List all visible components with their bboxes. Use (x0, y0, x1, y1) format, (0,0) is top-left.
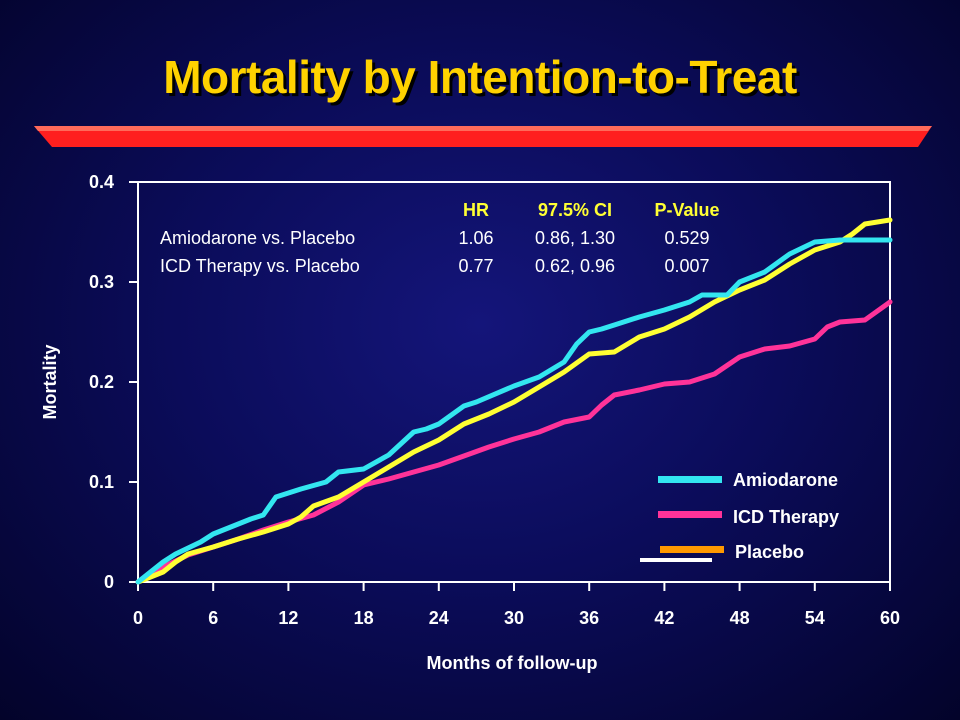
legend-label-amiodarone: Amiodarone (733, 470, 838, 490)
x-tick-label: 30 (504, 608, 524, 628)
x-tick-label: 36 (579, 608, 599, 628)
stats-header-p: P-Value (654, 200, 719, 220)
x-tick-label: 54 (805, 608, 825, 628)
stats-row-label: ICD Therapy vs. Placebo (160, 256, 360, 276)
stats-header-ci: 97.5% CI (538, 200, 612, 220)
x-tick-labels: 0 6 12 18 24 30 36 42 48 54 60 (133, 608, 900, 628)
series-line-icd-therapy (135, 299, 893, 585)
x-axis-label: Months of follow-up (427, 653, 598, 673)
legend-swatch-amiodarone (658, 476, 722, 483)
stats-row-ci: 0.62, 0.96 (535, 256, 615, 276)
stats-row-ci: 0.86, 1.30 (535, 228, 615, 248)
stats-row-p: 0.007 (664, 256, 709, 276)
x-tick-label: 42 (654, 608, 674, 628)
x-tick-label: 48 (730, 608, 750, 628)
legend-label-placebo: Placebo (735, 542, 804, 562)
x-tick-label: 18 (354, 608, 374, 628)
stats-header-hr: HR (463, 200, 489, 220)
x-tick-label: 6 (208, 608, 218, 628)
y-tick-label: 0.4 (89, 172, 114, 192)
series-line-placebo (135, 217, 893, 585)
series-lines (135, 217, 893, 585)
y-tick-label: 0.3 (89, 272, 114, 292)
y-tick-labels: 0 0.1 0.2 0.3 0.4 (89, 172, 114, 592)
stats-table: HR 97.5% CI P-Value Amiodarone vs. Place… (160, 200, 720, 276)
x-tick-label: 12 (278, 608, 298, 628)
stats-row-p: 0.529 (664, 228, 709, 248)
stats-row-hr: 0.77 (458, 256, 493, 276)
y-tick-label: 0 (104, 572, 114, 592)
x-tick-label: 0 (133, 608, 143, 628)
slide-title: Mortality by Intention-to-Treat (163, 51, 797, 103)
legend-swatch-placebo (660, 546, 724, 553)
legend-swatch-underline (640, 558, 712, 562)
x-tick-label: 24 (429, 608, 449, 628)
stats-row-hr: 1.06 (458, 228, 493, 248)
y-axis-label: Mortality (40, 344, 60, 419)
legend-swatch-icd (658, 511, 722, 518)
chart-legend: Amiodarone ICD Therapy Placebo (640, 470, 839, 562)
y-tick-label: 0.1 (89, 472, 114, 492)
y-tick-label: 0.2 (89, 372, 114, 392)
legend-label-icd: ICD Therapy (733, 507, 839, 527)
stats-row-label: Amiodarone vs. Placebo (160, 228, 355, 248)
x-tick-label: 60 (880, 608, 900, 628)
axis-ticks (129, 181, 891, 591)
series-line-amiodarone (135, 237, 893, 585)
